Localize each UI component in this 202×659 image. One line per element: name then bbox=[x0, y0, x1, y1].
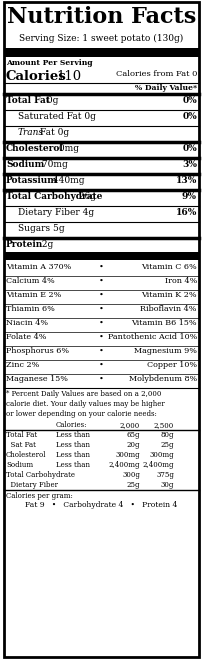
Text: Less than: Less than bbox=[56, 451, 89, 459]
Text: Vitamin C 6%: Vitamin C 6% bbox=[141, 263, 196, 271]
Text: Magnesium 9%: Magnesium 9% bbox=[133, 347, 196, 355]
Text: Total Carbohydrate: Total Carbohydrate bbox=[6, 471, 75, 479]
Text: Total Fat: Total Fat bbox=[6, 96, 50, 105]
Text: Sat Fat: Sat Fat bbox=[6, 441, 36, 449]
Text: •: • bbox=[99, 319, 103, 327]
Text: 0mg: 0mg bbox=[56, 144, 79, 153]
Text: 65g: 65g bbox=[126, 431, 139, 439]
Text: •: • bbox=[99, 291, 103, 299]
Text: 0%: 0% bbox=[181, 112, 196, 121]
Text: 26g: 26g bbox=[76, 192, 96, 201]
Text: Total Fat: Total Fat bbox=[6, 431, 37, 439]
Text: calorie diet. Your daily values may be higher: calorie diet. Your daily values may be h… bbox=[6, 400, 164, 408]
Text: Riboflavin 4%: Riboflavin 4% bbox=[140, 305, 196, 313]
Text: 2,400mg: 2,400mg bbox=[108, 461, 139, 469]
Text: * Percent Daily Values are based on a 2,000: * Percent Daily Values are based on a 2,… bbox=[6, 390, 161, 398]
Text: Vitamin A 370%: Vitamin A 370% bbox=[6, 263, 71, 271]
Text: •: • bbox=[99, 333, 103, 341]
Text: Calories per gram:: Calories per gram: bbox=[6, 492, 73, 500]
Text: 2,400mg: 2,400mg bbox=[142, 461, 173, 469]
Text: Sodium: Sodium bbox=[6, 461, 33, 469]
Text: 0%: 0% bbox=[181, 96, 196, 105]
Text: 13%: 13% bbox=[175, 176, 196, 185]
Text: Folate 4%: Folate 4% bbox=[6, 333, 46, 341]
Text: Vitamin B6 15%: Vitamin B6 15% bbox=[131, 319, 196, 327]
Text: 9%: 9% bbox=[181, 192, 196, 201]
Text: 16%: 16% bbox=[175, 208, 196, 217]
Text: Vitamin E 2%: Vitamin E 2% bbox=[6, 291, 61, 299]
Text: Fat 0g: Fat 0g bbox=[37, 128, 69, 137]
Text: Less than: Less than bbox=[56, 441, 89, 449]
Text: Zinc 2%: Zinc 2% bbox=[6, 361, 39, 369]
Text: Fat 9   •   Carbohydrate 4   •   Protein 4: Fat 9 • Carbohydrate 4 • Protein 4 bbox=[25, 501, 177, 509]
Text: 300g: 300g bbox=[122, 471, 139, 479]
Text: Amount Per Serving: Amount Per Serving bbox=[6, 59, 92, 67]
Text: Cholesterol: Cholesterol bbox=[6, 144, 63, 153]
Text: 0%: 0% bbox=[181, 144, 196, 153]
Text: 440mg: 440mg bbox=[50, 176, 84, 185]
Text: 110: 110 bbox=[56, 70, 81, 83]
Text: Phosphorus 6%: Phosphorus 6% bbox=[6, 347, 69, 355]
Text: Copper 10%: Copper 10% bbox=[146, 361, 196, 369]
Text: •: • bbox=[99, 263, 103, 271]
Text: •: • bbox=[99, 277, 103, 285]
Text: Niacin 4%: Niacin 4% bbox=[6, 319, 48, 327]
Text: •: • bbox=[99, 305, 103, 313]
Text: Less than: Less than bbox=[56, 461, 89, 469]
Text: •: • bbox=[99, 347, 103, 355]
Text: 30g: 30g bbox=[160, 481, 173, 489]
Text: •: • bbox=[99, 375, 103, 383]
Text: Nutrition Facts: Nutrition Facts bbox=[7, 6, 195, 28]
Text: Calories: Calories bbox=[6, 70, 66, 83]
Text: % Daily Value*: % Daily Value* bbox=[134, 84, 196, 92]
Text: 300mg: 300mg bbox=[115, 451, 139, 459]
Text: 80g: 80g bbox=[160, 431, 173, 439]
Text: 25g: 25g bbox=[126, 481, 139, 489]
Text: Sodium: Sodium bbox=[6, 160, 44, 169]
Text: 2g: 2g bbox=[39, 240, 53, 249]
Text: 0g: 0g bbox=[44, 96, 58, 105]
Text: 3%: 3% bbox=[181, 160, 196, 169]
Text: or lower depending on your calorie needs:: or lower depending on your calorie needs… bbox=[6, 410, 156, 418]
Text: 2,000: 2,000 bbox=[119, 421, 139, 429]
Text: Calcium 4%: Calcium 4% bbox=[6, 277, 55, 285]
Text: Dietary Fiber: Dietary Fiber bbox=[6, 481, 58, 489]
Text: 375g: 375g bbox=[155, 471, 173, 479]
Text: Molybdenum 8%: Molybdenum 8% bbox=[128, 375, 196, 383]
Text: Potassium: Potassium bbox=[6, 176, 58, 185]
Text: Protein: Protein bbox=[6, 240, 43, 249]
Text: Saturated Fat 0g: Saturated Fat 0g bbox=[18, 112, 95, 121]
Text: 70mg: 70mg bbox=[39, 160, 67, 169]
Text: Sugars 5g: Sugars 5g bbox=[18, 224, 64, 233]
Text: 2,500: 2,500 bbox=[153, 421, 173, 429]
Text: Iron 4%: Iron 4% bbox=[164, 277, 196, 285]
Text: Maganese 15%: Maganese 15% bbox=[6, 375, 68, 383]
Text: Serving Size: 1 sweet potato (130g): Serving Size: 1 sweet potato (130g) bbox=[19, 34, 183, 43]
Text: Less than: Less than bbox=[56, 431, 89, 439]
Text: Pantothenic Acid 10%: Pantothenic Acid 10% bbox=[107, 333, 196, 341]
Bar bbox=[4, 252, 198, 260]
Text: Cholesterol: Cholesterol bbox=[6, 451, 46, 459]
Text: •: • bbox=[99, 361, 103, 369]
Text: Dietary Fiber 4g: Dietary Fiber 4g bbox=[18, 208, 94, 217]
Text: Trans: Trans bbox=[18, 128, 44, 137]
Bar bbox=[4, 48, 198, 57]
Text: Thiamin 6%: Thiamin 6% bbox=[6, 305, 55, 313]
Text: 300mg: 300mg bbox=[149, 451, 173, 459]
Text: Calories:: Calories: bbox=[56, 421, 87, 429]
Text: 25g: 25g bbox=[160, 441, 173, 449]
Text: Total Carbohydrate: Total Carbohydrate bbox=[6, 192, 102, 201]
Text: 20g: 20g bbox=[126, 441, 139, 449]
Text: Calories from Fat 0: Calories from Fat 0 bbox=[115, 70, 196, 78]
Text: Vitamin K 2%: Vitamin K 2% bbox=[141, 291, 196, 299]
